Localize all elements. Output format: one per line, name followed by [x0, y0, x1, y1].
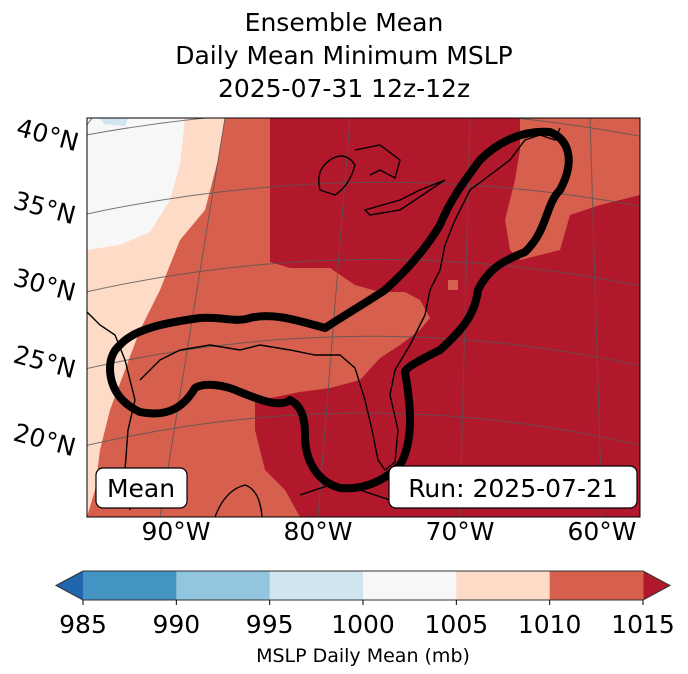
colorbar-label: MSLP Daily Mean (mb) — [256, 645, 470, 667]
colorbar-segment-995 — [269, 571, 364, 600]
colorbar-segment-1010 — [549, 571, 644, 600]
map-area — [87, 118, 640, 517]
colorbar-tick-label-1015: 1015 — [611, 610, 675, 639]
title-line-1: Ensemble Mean — [244, 8, 444, 37]
field-990-995 — [100, 118, 128, 126]
gridline-40n — [87, 118, 640, 137]
lat-label-40n: 40°N — [13, 113, 81, 157]
title-line-3: 2025-07-31 12z-12z — [217, 74, 471, 103]
gridline-30n — [87, 258, 640, 293]
gridline-25n — [87, 335, 640, 370]
colorbar-extend-low — [56, 571, 83, 600]
field-1005-1010-strip — [448, 280, 458, 290]
field-1005-1010-northeast — [505, 118, 640, 260]
gridline-100w — [87, 118, 93, 126]
colorbar-tick-label-995: 995 — [246, 610, 294, 639]
lon-label-90w: 90°W — [141, 517, 210, 546]
lon-label-70w: 70°W — [425, 517, 494, 546]
colorbar-segment-1000 — [363, 571, 457, 600]
colorbar-tick-label-1000: 1000 — [331, 610, 395, 639]
colorbar-tick-label-985: 985 — [59, 610, 107, 639]
title-line-2: Daily Mean Minimum MSLP — [175, 41, 513, 70]
run-date-box: Run: 2025-07-21 — [388, 465, 638, 509]
map-frame — [86, 117, 641, 518]
colorbar-tick-label-990: 990 — [152, 610, 200, 639]
run-date-label: Run: 2025-07-21 — [408, 474, 618, 503]
colorbar: 985 990 995 1000 1005 1010 1015 — [54, 570, 675, 639]
lat-label-25n: 25°N — [10, 340, 78, 384]
gridline-35n — [87, 181, 640, 215]
lat-label-35n: 35°N — [10, 186, 78, 230]
colorbar-tick-label-1005: 1005 — [425, 610, 489, 639]
field-995-1000 — [87, 118, 185, 250]
lat-label-20n: 20°N — [10, 418, 78, 462]
lat-label-30n: 30°N — [10, 263, 78, 307]
mean-label-box: Mean — [95, 467, 188, 509]
mean-label: Mean — [107, 474, 175, 503]
mslp-contour — [106, 127, 573, 493]
colorbar-extend-high — [643, 571, 670, 600]
gridline-20n — [87, 412, 640, 446]
colorbar-segment-1005 — [456, 571, 551, 600]
coastlines — [87, 127, 561, 517]
lon-label-60w: 60°W — [567, 517, 636, 546]
colorbar-segment-985 — [83, 571, 177, 600]
gridline-60w — [589, 118, 603, 517]
colorbar-segment-990 — [176, 571, 271, 600]
colorbar-tick-label-1010: 1010 — [518, 610, 582, 639]
lon-label-80w: 80°W — [283, 517, 352, 546]
